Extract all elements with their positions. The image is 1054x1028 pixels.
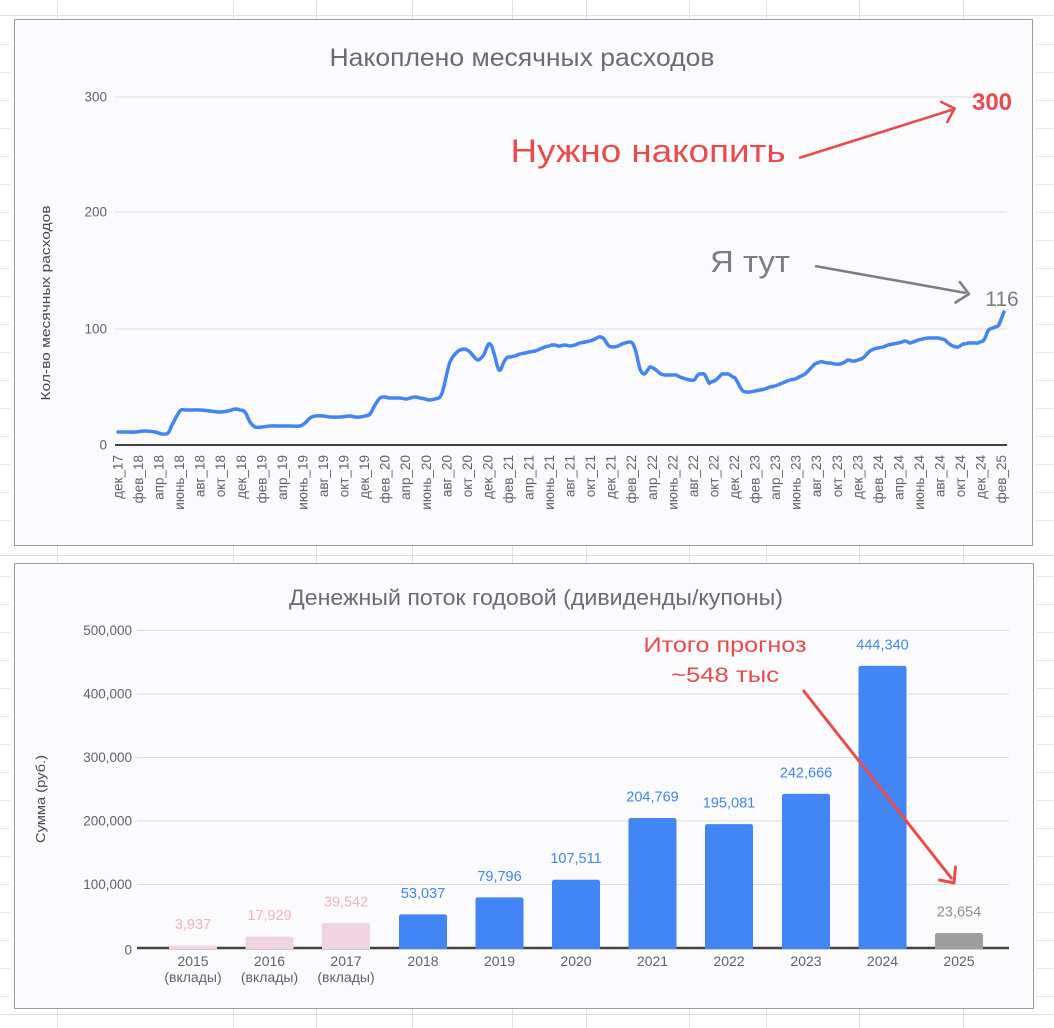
svg-text:дек_23: дек_23 [850, 455, 865, 499]
svg-text:июнь_18: июнь_18 [172, 455, 187, 510]
svg-text:окт_22: окт_22 [707, 455, 722, 497]
svg-text:2016: 2016 [254, 953, 285, 969]
svg-text:апр_20: апр_20 [398, 455, 413, 500]
svg-text:фев_20: фев_20 [378, 455, 393, 503]
svg-text:2024: 2024 [867, 953, 898, 969]
svg-text:фев_18: фев_18 [131, 455, 146, 503]
svg-text:Денежный поток годовой (дивиде: Денежный поток годовой (дивиденды/купоны… [289, 585, 783, 610]
svg-text:(вклады): (вклады) [164, 969, 221, 985]
svg-text:79,796: 79,796 [477, 869, 521, 885]
svg-text:2017: 2017 [330, 953, 361, 969]
svg-text:июнь_21: июнь_21 [542, 455, 557, 510]
svg-text:авг_24: авг_24 [933, 455, 948, 498]
svg-text:апр_19: апр_19 [275, 455, 290, 500]
svg-text:Я тут: Я тут [710, 244, 790, 279]
svg-text:окт_19: окт_19 [337, 455, 352, 497]
svg-text:окт_23: окт_23 [830, 455, 845, 497]
svg-text:500,000: 500,000 [83, 623, 132, 638]
svg-text:дек_18: дек_18 [234, 455, 249, 499]
svg-text:2022: 2022 [713, 953, 744, 969]
svg-text:фев_25: фев_25 [994, 455, 1009, 503]
svg-text:окт_20: окт_20 [460, 455, 475, 497]
svg-text:окт_18: окт_18 [213, 455, 228, 497]
svg-text:17,929: 17,929 [247, 908, 291, 924]
svg-text:(вклады): (вклады) [241, 969, 298, 985]
svg-text:авг_21: авг_21 [563, 455, 578, 497]
svg-text:53,037: 53,037 [401, 886, 445, 902]
svg-text:100: 100 [84, 322, 107, 337]
svg-text:апр_23: апр_23 [768, 455, 783, 500]
svg-text:200: 200 [84, 205, 107, 220]
svg-text:июнь_23: июнь_23 [789, 455, 804, 510]
svg-text:апр_22: апр_22 [645, 455, 660, 500]
svg-text:фев_19: фев_19 [254, 455, 269, 503]
svg-text:окт_24: окт_24 [953, 455, 968, 498]
svg-text:июнь_24: июнь_24 [912, 455, 927, 510]
svg-text:300: 300 [84, 90, 107, 105]
svg-text:дек_17: дек_17 [111, 455, 126, 499]
svg-text:116: 116 [985, 288, 1018, 311]
svg-text:Итого прогноз: Итого прогноз [644, 634, 807, 657]
svg-text:0: 0 [124, 943, 132, 958]
svg-text:(вклады): (вклады) [317, 969, 374, 985]
svg-text:Накоплено месячных расходов: Накоплено месячных расходов [330, 44, 715, 72]
svg-text:2023: 2023 [790, 953, 821, 969]
svg-text:107,511: 107,511 [550, 851, 601, 867]
svg-text:апр_18: апр_18 [152, 455, 167, 500]
svg-text:июнь_20: июнь_20 [419, 455, 434, 510]
svg-text:июнь_22: июнь_22 [665, 455, 680, 510]
svg-text:2019: 2019 [484, 953, 515, 969]
svg-text:2018: 2018 [407, 953, 438, 969]
svg-text:2021: 2021 [637, 953, 668, 969]
svg-text:242,666: 242,666 [780, 765, 832, 781]
svg-text:2025: 2025 [943, 953, 974, 969]
svg-text:авг_22: авг_22 [686, 455, 701, 497]
svg-text:3,937: 3,937 [175, 917, 211, 933]
svg-text:Сумма (руб.): Сумма (руб.) [33, 755, 48, 843]
svg-text:фев_22: фев_22 [624, 455, 639, 503]
svg-text:фев_23: фев_23 [748, 455, 763, 503]
svg-text:0: 0 [99, 438, 107, 453]
svg-text:фев_21: фев_21 [501, 455, 516, 503]
svg-text:дек_24: дек_24 [974, 455, 989, 499]
svg-text:авг_19: авг_19 [316, 455, 331, 497]
svg-text:окт_21: окт_21 [583, 455, 598, 497]
svg-text:дек_22: дек_22 [727, 455, 742, 499]
svg-text:2020: 2020 [560, 953, 591, 969]
svg-text:дек_19: дек_19 [357, 455, 372, 499]
svg-text:авг_18: авг_18 [193, 455, 208, 497]
svg-text:400,000: 400,000 [83, 687, 132, 702]
svg-text:204,769: 204,769 [626, 790, 678, 806]
svg-text:~548 тыс: ~548 тыс [671, 664, 779, 687]
svg-text:200,000: 200,000 [83, 814, 132, 829]
svg-text:июнь_19: июнь_19 [296, 455, 311, 510]
svg-text:Кол-во месячных расходов: Кол-во месячных расходов [38, 205, 53, 400]
svg-text:2015: 2015 [177, 953, 208, 969]
svg-text:39,542: 39,542 [324, 894, 368, 910]
svg-text:195,081: 195,081 [703, 796, 755, 812]
svg-text:300: 300 [972, 89, 1012, 116]
svg-text:100,000: 100,000 [83, 877, 132, 892]
svg-text:23,654: 23,654 [937, 905, 981, 921]
svg-text:апр_24: апр_24 [891, 455, 906, 500]
svg-text:444,340: 444,340 [856, 637, 908, 653]
svg-text:дек_21: дек_21 [604, 455, 619, 499]
svg-text:апр_21: апр_21 [522, 455, 537, 500]
svg-text:Нужно накопить: Нужно накопить [511, 133, 786, 169]
svg-text:фев_24: фев_24 [871, 455, 886, 504]
svg-text:дек_20: дек_20 [480, 455, 495, 499]
svg-text:300,000: 300,000 [83, 750, 132, 765]
svg-text:авг_20: авг_20 [439, 455, 454, 497]
svg-text:авг_23: авг_23 [809, 455, 824, 497]
